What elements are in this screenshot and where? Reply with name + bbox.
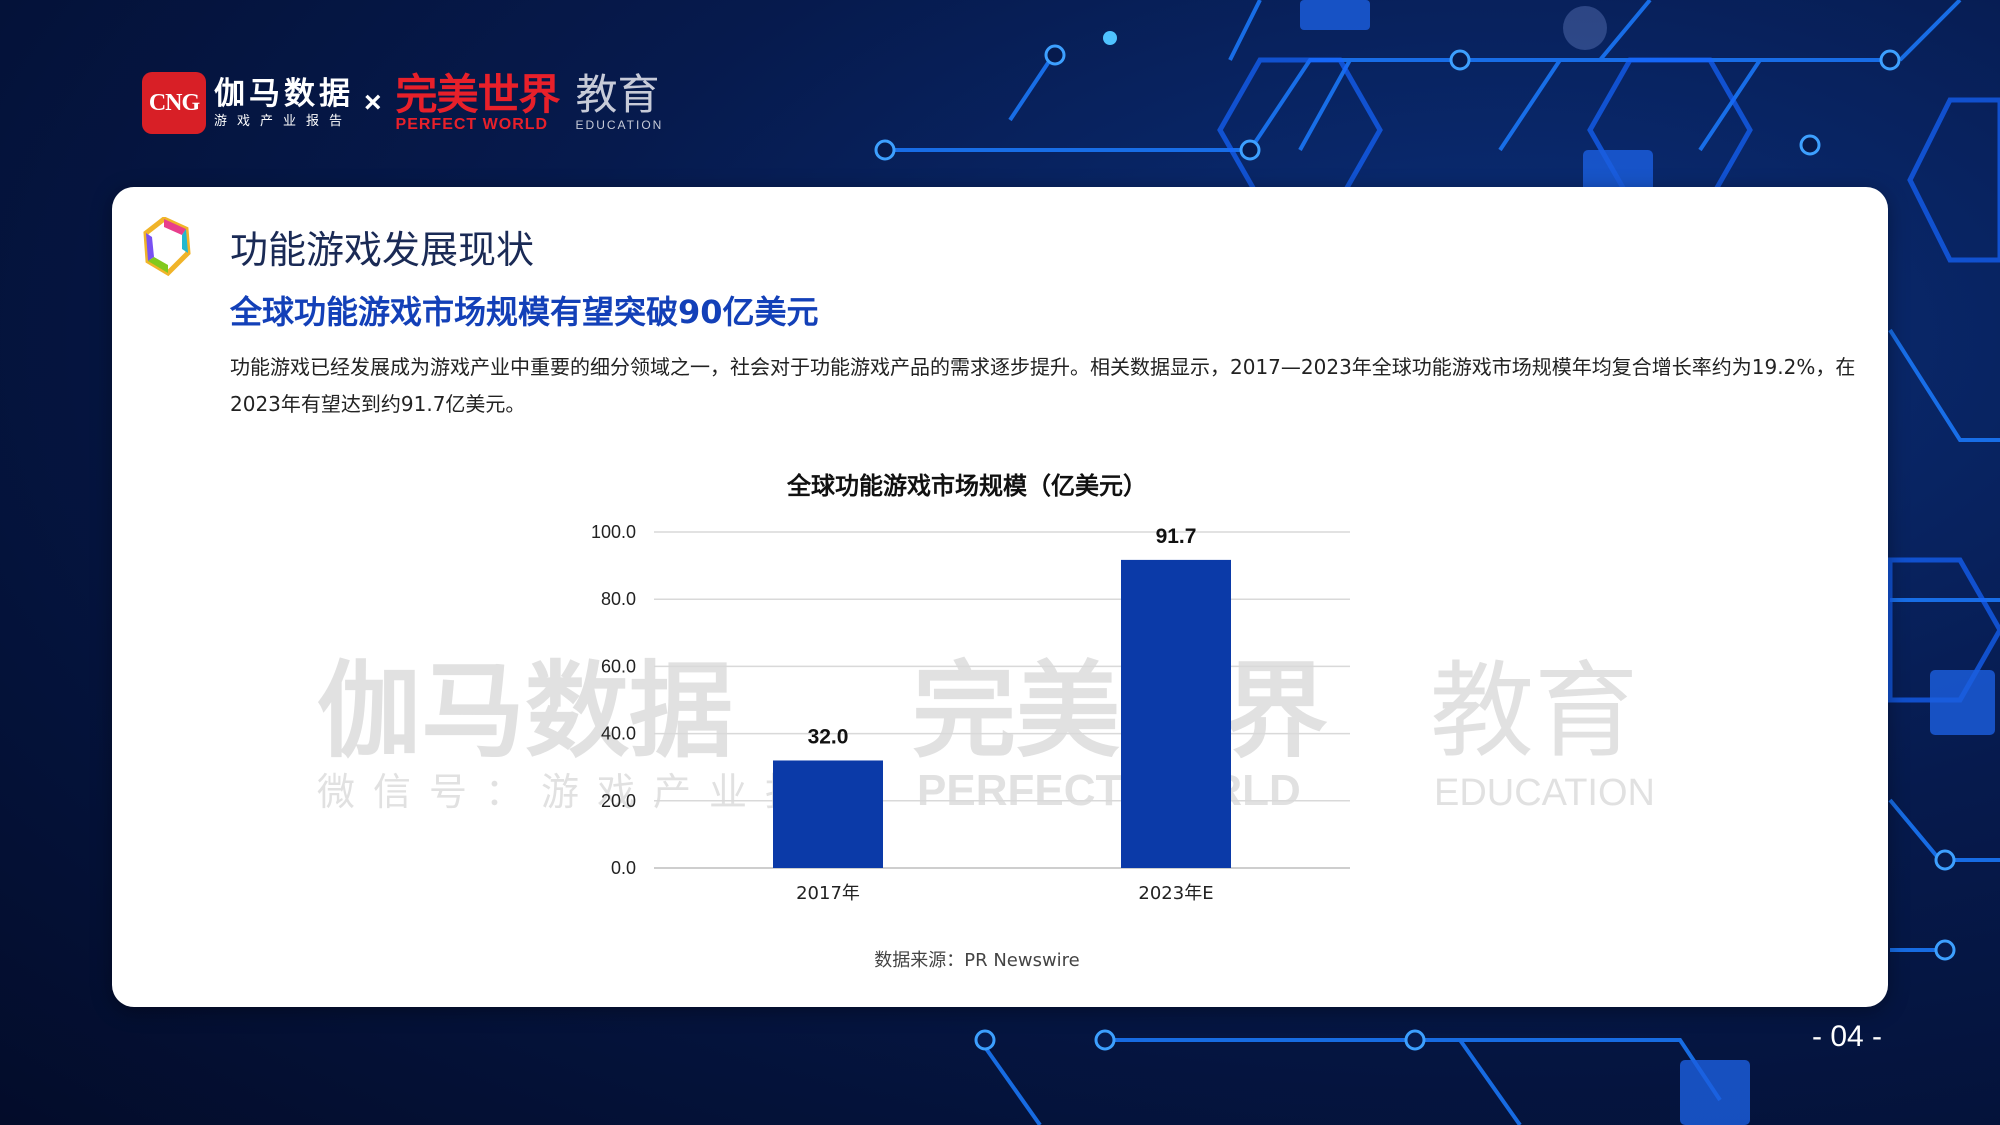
header-brand: CNG 伽马数据 游戏产业报告 × 完美世界 PERFECT WORLD 教育 … bbox=[142, 68, 663, 138]
jiama-subtitle: 游戏产业报告 bbox=[214, 113, 353, 128]
content-card: 功能游戏发展现状 全球功能游戏市场规模有望突破90亿美元 功能游戏已经发展成为游… bbox=[112, 187, 1888, 1007]
times-icon: × bbox=[364, 86, 382, 119]
jiama-name: 伽马数据 bbox=[214, 76, 354, 112]
watermark-perfect-world-cn: 完美世界 bbox=[912, 650, 1328, 772]
perfect-world-logo: 完美世界 PERFECT WORLD bbox=[395, 70, 561, 133]
education-en: EDUCATION bbox=[575, 118, 664, 132]
y-tick-label: 40.0 bbox=[601, 724, 636, 744]
page-number: - 04 - bbox=[1812, 1020, 1883, 1053]
jiama-logo: 伽马数据 游戏产业报告 bbox=[214, 76, 354, 130]
watermark: 伽马数据 微信号：游戏产业报告 完美世界 PERFECT WORLD 教育 ED… bbox=[317, 650, 1655, 815]
education-cn: 教育 bbox=[575, 71, 660, 118]
y-tick-label: 80.0 bbox=[601, 589, 636, 609]
chart-title: 全球功能游戏市场规模（亿美元） bbox=[786, 472, 1147, 500]
chart-gridlines bbox=[654, 531, 1350, 869]
bar bbox=[773, 760, 883, 868]
y-axis-ticks: 0.0 20.0 40.0 60.0 80.0 100.0 bbox=[591, 522, 636, 878]
headline: 全球功能游戏市场规模有望突破90亿美元 bbox=[230, 293, 819, 331]
perfect-world-cn: 完美世界 bbox=[395, 70, 561, 119]
data-source: 数据来源：PR Newswire bbox=[874, 950, 1080, 971]
watermark-education-cn: 教育 bbox=[1430, 650, 1638, 772]
x-category-label: 2023年E bbox=[1138, 883, 1213, 904]
watermark-education-en: EDUCATION bbox=[1434, 772, 1655, 814]
section-title: 功能游戏发展现状 bbox=[230, 228, 535, 272]
x-category-label: 2017年 bbox=[796, 883, 860, 904]
education-logo: 教育 EDUCATION bbox=[576, 73, 664, 133]
watermark-jiama: 伽马数据 bbox=[317, 650, 733, 772]
watermark-perfect-world-en: PERFECT WORLD bbox=[917, 766, 1301, 815]
bar-value-label: 32.0 bbox=[808, 725, 849, 748]
perfect-world-en: PERFECT WORLD bbox=[395, 116, 549, 133]
y-tick-label: 100.0 bbox=[591, 522, 636, 542]
y-tick-label: 20.0 bbox=[601, 791, 636, 811]
bar bbox=[1121, 559, 1231, 868]
body-paragraph: 功能游戏已经发展成为游戏产业中重要的细分领域之一，社会对于功能游戏产品的需求逐步… bbox=[230, 355, 1856, 416]
x-axis-categories: 2017年 2023年E bbox=[796, 883, 1214, 904]
chart-data-labels: 32.0 91.7 bbox=[808, 525, 1197, 749]
chart-bars bbox=[773, 559, 1231, 868]
section-pentagon-icon bbox=[143, 217, 191, 277]
y-tick-label: 60.0 bbox=[601, 656, 636, 676]
bar-chart: 伽马数据 微信号：游戏产业报告 完美世界 PERFECT WORLD 教育 ED… bbox=[317, 472, 1655, 971]
y-tick-label: 0.0 bbox=[611, 858, 636, 878]
watermark-jiama-sub: 微信号：游戏产业报告 bbox=[317, 770, 877, 814]
bar-value-label: 91.7 bbox=[1156, 525, 1197, 548]
cng-logo: CNG bbox=[142, 72, 206, 134]
